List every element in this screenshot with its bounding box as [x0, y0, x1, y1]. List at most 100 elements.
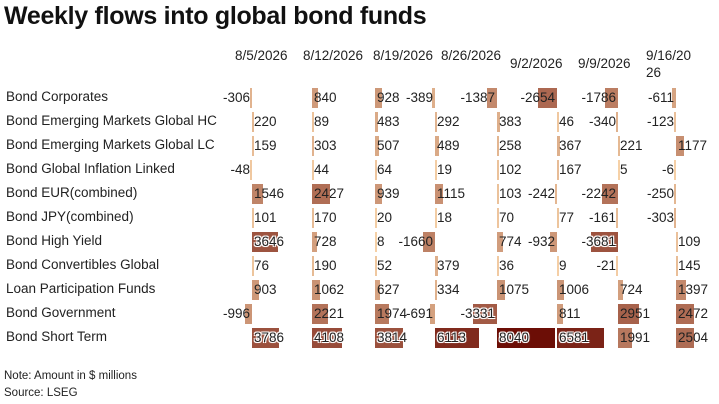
row-label: Bond Emerging Markets Global LC [6, 137, 215, 152]
value-bar [252, 184, 264, 204]
value-bar [432, 88, 435, 108]
value-label: 1177 [678, 138, 708, 153]
value-bar [435, 184, 444, 204]
value-label: 64 [377, 162, 393, 177]
value-label: 303 [314, 138, 337, 153]
value-bar [676, 136, 685, 156]
value-bar [557, 304, 563, 324]
value-label: 103 [499, 186, 522, 201]
value-label: 3786 [254, 330, 285, 345]
value-label: 489 [437, 138, 460, 153]
value-bar [557, 280, 565, 300]
value-bar [375, 208, 377, 228]
value-bar [435, 112, 438, 132]
value-label: 258 [499, 138, 522, 153]
value-label: -611 [647, 90, 674, 105]
value-label: 627 [377, 282, 400, 297]
value-bar [252, 112, 254, 132]
value-label: 1062 [314, 282, 345, 297]
value-label: 1397 [678, 282, 709, 297]
value-bar [486, 88, 497, 108]
column-header: 9/2/2026 [510, 56, 563, 71]
value-label: 5 [620, 162, 628, 177]
value-label: 52 [377, 258, 393, 273]
value-bar [250, 160, 252, 180]
value-label: 1546 [254, 186, 285, 201]
value-label: 145 [678, 258, 701, 273]
value-bar [435, 136, 439, 156]
value-label: 1075 [499, 282, 530, 297]
value-label: 6581 [559, 330, 590, 345]
column-header: 8/26/2026 [441, 48, 502, 63]
value-label: 76 [254, 258, 270, 273]
value-bar [252, 136, 254, 156]
value-label: -691 [405, 306, 433, 321]
value-bar [605, 88, 618, 108]
value-label: 483 [377, 114, 400, 129]
value-label: 170 [314, 210, 337, 225]
value-label: 334 [437, 282, 460, 297]
value-bar [249, 88, 252, 108]
value-label: 1974 [377, 306, 408, 321]
value-bar [676, 304, 694, 324]
value-label: -1786 [581, 90, 616, 105]
value-bar [375, 232, 377, 252]
value-bar [435, 208, 437, 228]
value-bar [673, 208, 676, 228]
value-label: 221 [620, 138, 643, 153]
value-bar [430, 304, 435, 324]
value-label: -161 [588, 210, 616, 225]
value-label: 18 [437, 210, 453, 225]
value-bar [244, 304, 252, 324]
value-label: -340 [588, 114, 616, 129]
column-header: 8/12/2026 [303, 48, 364, 63]
value-label: 2472 [678, 306, 709, 321]
value-bar [375, 256, 377, 276]
value-label: 102 [499, 162, 522, 177]
value-label: 811 [559, 306, 581, 321]
value-label: -2242 [581, 186, 616, 201]
value-bar [312, 136, 315, 156]
value-label: 2951 [620, 306, 651, 321]
value-bar [435, 160, 437, 180]
value-bar [676, 232, 678, 252]
value-label: -303 [646, 210, 674, 225]
row-label: Bond EUR(combined) [6, 185, 138, 200]
value-label: 46 [559, 114, 575, 129]
value-bar [375, 112, 379, 132]
value-bar [312, 304, 329, 324]
value-bar [618, 328, 633, 348]
value-label: 3646 [254, 234, 285, 249]
value-label: 44 [314, 162, 330, 177]
value-label: 928 [377, 90, 400, 105]
value-bar [497, 232, 503, 252]
value-label: 3814 [377, 330, 408, 345]
value-bar [591, 232, 618, 252]
value-label: 101 [254, 210, 277, 225]
value-bar [435, 256, 438, 276]
value-bar [312, 160, 314, 180]
note-text: Note: Amount in $ millions [4, 370, 137, 382]
value-label: 903 [254, 282, 277, 297]
value-label: 774 [499, 234, 522, 249]
value-bar [618, 280, 624, 300]
value-bar [435, 280, 438, 300]
row-label: Bond Convertibles Global [6, 257, 160, 272]
value-label: -1387 [460, 90, 495, 105]
value-bar [312, 112, 314, 132]
value-bar [616, 208, 618, 228]
value-label: -3331 [460, 306, 495, 321]
value-bar [557, 208, 559, 228]
value-bar [375, 304, 390, 324]
value-bar [375, 280, 380, 300]
value-label: 8 [377, 234, 385, 249]
value-label: 292 [437, 114, 460, 129]
value-bar [252, 208, 254, 228]
value-label: 167 [559, 162, 582, 177]
value-bar [615, 112, 618, 132]
value-bar [557, 112, 559, 132]
value-bar [618, 160, 620, 180]
value-bar [375, 328, 403, 348]
value-bar [252, 232, 279, 252]
value-label: -242 [527, 186, 555, 201]
